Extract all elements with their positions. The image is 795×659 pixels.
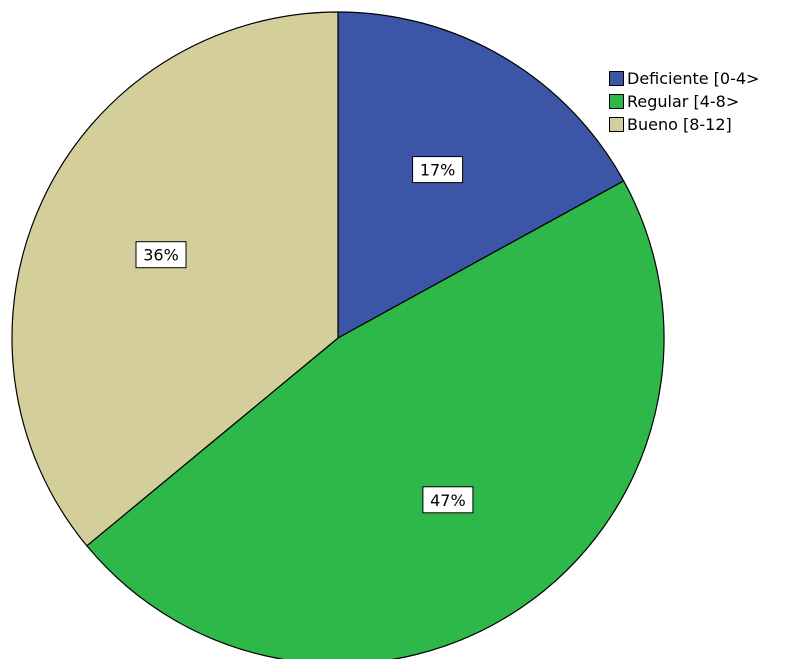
- legend-item-bueno: Bueno [8-12]: [609, 113, 759, 136]
- data-label-regular: 47%: [422, 486, 474, 514]
- legend-item-deficiente: Deficiente [0-4>: [609, 67, 759, 90]
- pie-slice-regular: [86, 180, 665, 659]
- data-label-text-regular: 47%: [430, 491, 466, 510]
- pie-slice-deficiente: [337, 11, 625, 339]
- data-label-deficiente: 17%: [412, 156, 464, 184]
- data-label-box-regular: [422, 486, 474, 514]
- legend-label-regular: Regular [4-8>: [627, 91, 740, 111]
- pie-slices: [11, 11, 665, 659]
- data-label-box-bueno: [135, 241, 187, 269]
- legend-label-bueno: Bueno [8-12]: [627, 114, 732, 134]
- chart-legend: Deficiente [0-4> Regular [4-8> Bueno [8-…: [609, 67, 759, 136]
- pie-slice-bueno: [11, 11, 339, 547]
- legend-swatch-regular: [609, 94, 624, 109]
- legend-item-regular: Regular [4-8>: [609, 90, 759, 113]
- data-label-box-deficiente: [412, 156, 464, 184]
- data-label-text-deficiente: 17%: [420, 161, 456, 180]
- legend-swatch-deficiente: [609, 71, 624, 86]
- data-label-text-bueno: 36%: [143, 246, 179, 265]
- legend-label-deficiente: Deficiente [0-4>: [627, 68, 760, 88]
- data-label-bueno: 36%: [135, 241, 187, 269]
- pie-data-labels: 17% 47% 36%: [135, 156, 474, 514]
- legend-swatch-bueno: [609, 117, 624, 132]
